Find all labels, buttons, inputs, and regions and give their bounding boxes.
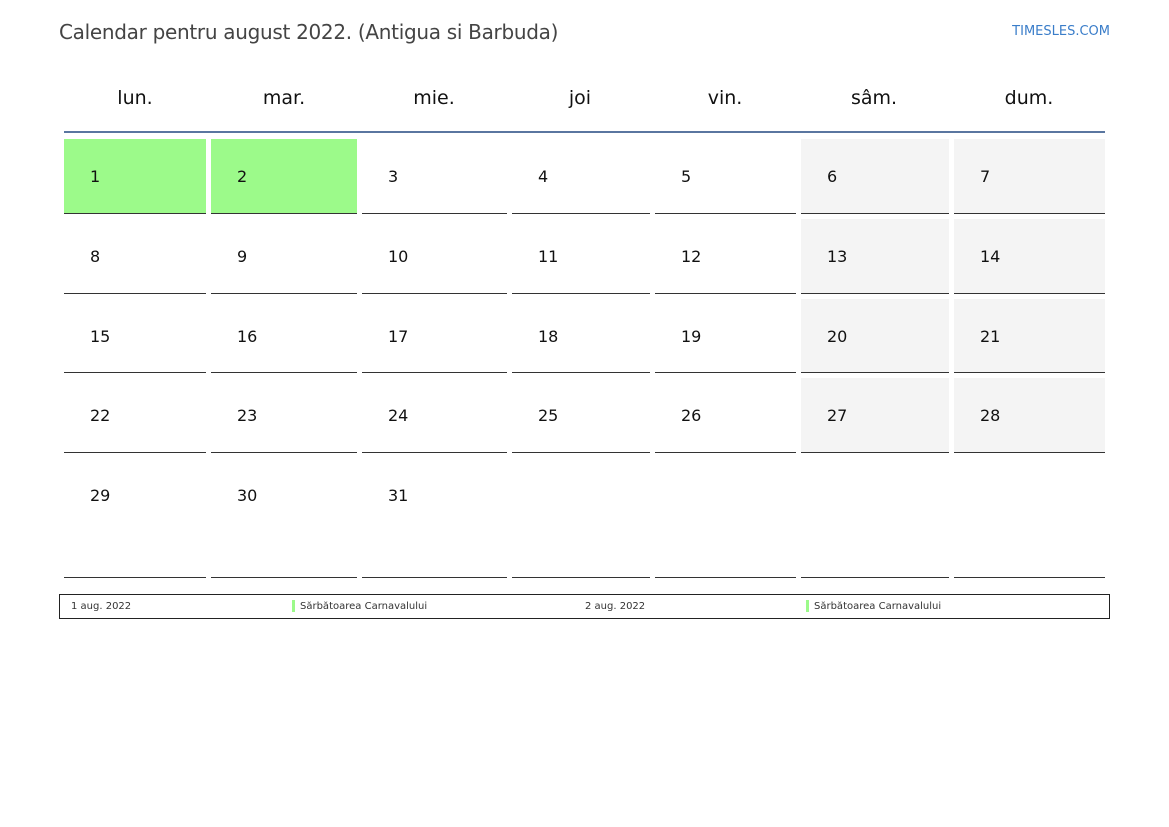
day-number: 2 (237, 167, 248, 186)
holiday-color-marker (806, 600, 809, 612)
day-cell: 9 (211, 219, 357, 294)
day-cell: 7 (954, 139, 1105, 214)
day-cell (954, 458, 1105, 578)
day-number: 26 (681, 406, 702, 425)
day-number: 23 (237, 406, 258, 425)
day-cell: 30 (211, 458, 357, 578)
day-cell: 17 (362, 299, 507, 373)
day-number: 28 (980, 406, 1001, 425)
day-cell (512, 458, 650, 578)
day-number: 20 (827, 327, 848, 346)
weekday-header: mie. (413, 87, 455, 109)
day-cell: 2 (211, 139, 357, 214)
day-number: 6 (827, 167, 838, 186)
day-number: 21 (980, 327, 1001, 346)
day-cell: 11 (512, 219, 650, 294)
day-cell: 24 (362, 378, 507, 453)
day-number: 17 (388, 327, 409, 346)
day-cell: 20 (801, 299, 949, 373)
day-number: 10 (388, 247, 409, 266)
day-cell: 10 (362, 219, 507, 294)
day-cell: 15 (64, 299, 206, 373)
holiday-legend: 1 aug. 2022 Sărbătoarea Carnavalului 2 a… (59, 594, 1110, 619)
day-number: 13 (827, 247, 848, 266)
weekday-header: vin. (707, 87, 743, 109)
holiday-color-marker (292, 600, 295, 612)
day-number: 4 (538, 167, 549, 186)
legend-date: 1 aug. 2022 (71, 601, 132, 612)
day-number: 11 (538, 247, 559, 266)
day-cell: 1 (64, 139, 206, 214)
weekday-header: sâm. (850, 87, 898, 109)
legend-holiday-name: Sărbătoarea Carnavalului (814, 601, 942, 612)
day-cell: 6 (801, 139, 949, 214)
day-cell: 12 (655, 219, 796, 294)
day-number: 25 (538, 406, 559, 425)
day-cell: 13 (801, 219, 949, 294)
day-cell: 25 (512, 378, 650, 453)
legend-holiday-name: Sărbătoarea Carnavalului (300, 601, 428, 612)
header-divider (64, 131, 1105, 133)
day-cell: 23 (211, 378, 357, 453)
day-cell: 4 (512, 139, 650, 214)
day-number: 7 (980, 167, 991, 186)
day-number: 5 (681, 167, 692, 186)
day-number: 19 (681, 327, 702, 346)
day-number: 12 (681, 247, 702, 266)
day-number: 30 (237, 486, 258, 505)
day-number: 22 (90, 406, 111, 425)
day-cell: 21 (954, 299, 1105, 373)
day-cell: 22 (64, 378, 206, 453)
day-number: 18 (538, 327, 559, 346)
day-cell: 28 (954, 378, 1105, 453)
day-number: 16 (237, 327, 258, 346)
day-number: 27 (827, 406, 848, 425)
day-cell: 26 (655, 378, 796, 453)
day-cell: 19 (655, 299, 796, 373)
brand-link[interactable]: TIMESLES.COM (1012, 24, 1110, 39)
weekday-header: dum. (1004, 87, 1054, 109)
page-title: Calendar pentru august 2022. (Antigua si… (59, 20, 559, 44)
day-cell: 29 (64, 458, 206, 578)
day-cell: 14 (954, 219, 1105, 294)
day-cell (655, 458, 796, 578)
day-number: 15 (90, 327, 111, 346)
day-number: 24 (388, 406, 409, 425)
day-cell: 27 (801, 378, 949, 453)
weekday-header: lun. (117, 87, 153, 109)
weekday-header: mar. (262, 87, 306, 109)
day-cell: 16 (211, 299, 357, 373)
day-cell: 3 (362, 139, 507, 214)
day-number: 9 (237, 247, 248, 266)
day-cell: 5 (655, 139, 796, 214)
day-number: 8 (90, 247, 101, 266)
legend-date: 2 aug. 2022 (585, 601, 646, 612)
day-cell (801, 458, 949, 578)
weekday-header: joi (568, 87, 592, 109)
day-number: 3 (388, 167, 399, 186)
day-cell: 18 (512, 299, 650, 373)
day-cell: 31 (362, 458, 507, 578)
day-number: 31 (388, 486, 409, 505)
day-cell: 8 (64, 219, 206, 294)
day-number: 14 (980, 247, 1001, 266)
day-number: 1 (90, 167, 101, 186)
day-number: 29 (90, 486, 111, 505)
